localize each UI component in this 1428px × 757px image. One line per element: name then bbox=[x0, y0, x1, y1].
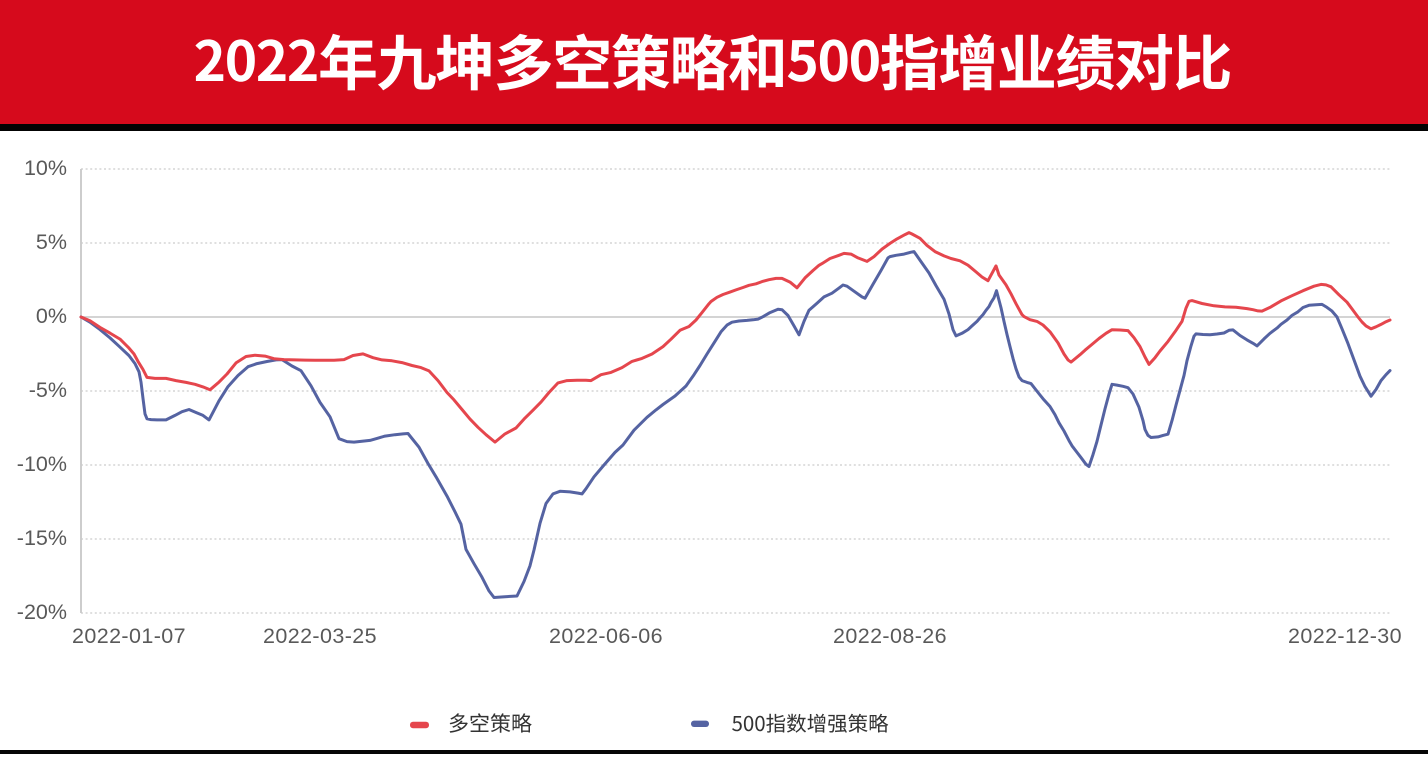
svg-text:2022-08-26: 2022-08-26 bbox=[833, 624, 947, 648]
svg-text:5%: 5% bbox=[36, 230, 67, 254]
svg-text:2022-03-25: 2022-03-25 bbox=[263, 624, 377, 648]
svg-text:-15%: -15% bbox=[17, 526, 67, 550]
svg-text:-10%: -10% bbox=[17, 452, 67, 476]
svg-text:2022-01-07: 2022-01-07 bbox=[72, 624, 186, 648]
svg-text:-20%: -20% bbox=[17, 600, 67, 624]
svg-text:0%: 0% bbox=[36, 304, 67, 328]
svg-text:2022-12-30: 2022-12-30 bbox=[1288, 624, 1402, 648]
svg-text:-5%: -5% bbox=[29, 378, 67, 402]
svg-text:2022-06-06: 2022-06-06 bbox=[549, 624, 663, 648]
svg-text:10%: 10% bbox=[24, 156, 67, 180]
